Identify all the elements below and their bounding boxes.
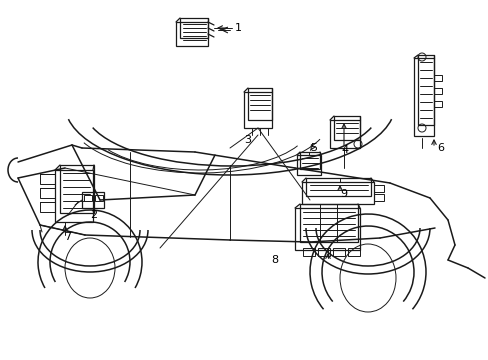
Bar: [244, 92, 271, 128]
Bar: [84, 195, 92, 201]
Bar: [433, 101, 441, 107]
Bar: [373, 185, 383, 192]
Bar: [82, 192, 104, 208]
Bar: [40, 174, 55, 184]
Bar: [176, 22, 207, 46]
Bar: [305, 178, 370, 196]
Text: 4: 4: [341, 145, 348, 155]
Bar: [299, 204, 357, 242]
Bar: [95, 195, 103, 201]
Bar: [303, 248, 314, 256]
Bar: [55, 170, 93, 222]
Text: 9: 9: [340, 189, 347, 199]
Bar: [373, 194, 383, 201]
Bar: [413, 58, 433, 136]
Bar: [180, 18, 207, 38]
Bar: [247, 88, 271, 120]
Bar: [302, 182, 373, 204]
Text: 5: 5: [310, 143, 317, 153]
Bar: [299, 152, 319, 169]
Text: 7: 7: [64, 232, 71, 242]
Bar: [417, 55, 433, 125]
Bar: [433, 88, 441, 94]
Bar: [60, 165, 94, 213]
Bar: [294, 208, 359, 250]
Text: 2: 2: [90, 210, 98, 220]
Bar: [40, 188, 55, 198]
Text: 3: 3: [244, 135, 251, 145]
Bar: [317, 248, 329, 256]
Text: 6: 6: [437, 143, 444, 153]
Bar: [347, 248, 359, 256]
Bar: [329, 120, 359, 148]
Text: 8: 8: [271, 255, 278, 265]
Text: 1: 1: [234, 23, 241, 33]
Bar: [296, 155, 320, 175]
Bar: [40, 202, 55, 212]
Bar: [332, 248, 345, 256]
Bar: [433, 75, 441, 81]
Bar: [333, 116, 359, 140]
